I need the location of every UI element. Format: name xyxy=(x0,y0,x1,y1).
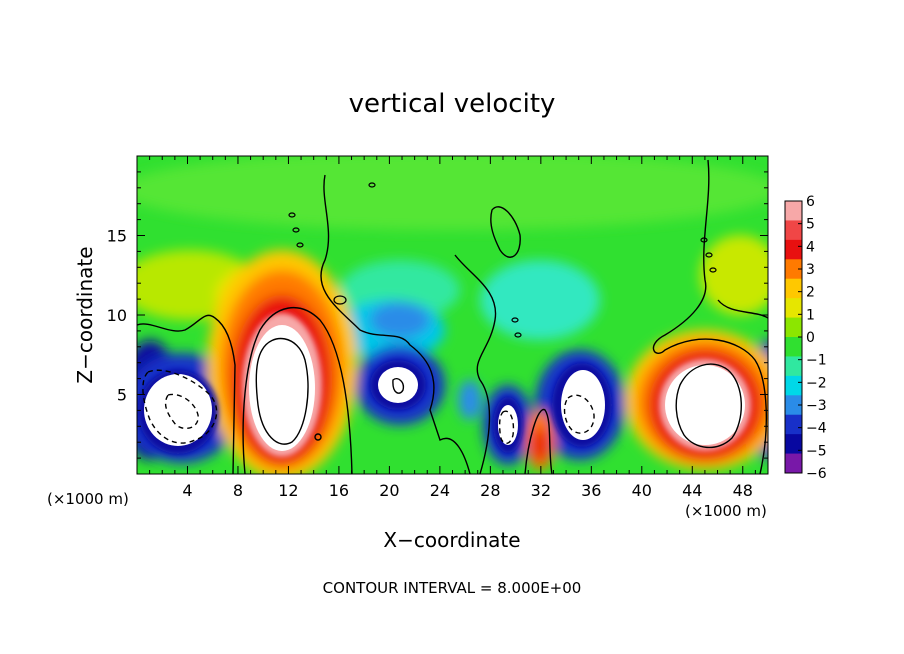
x-tick-label: 8 xyxy=(233,481,243,500)
colorbar-label: 4 xyxy=(806,239,815,255)
colorbar-label: 0 xyxy=(806,330,815,346)
colorbar-swatch xyxy=(785,337,802,357)
contour-lines xyxy=(137,159,768,474)
neg-contour-left xyxy=(142,369,218,444)
colorbar-swatch xyxy=(785,356,802,377)
center-downdraft-white xyxy=(378,367,418,403)
y-tick-label: 10 xyxy=(107,306,127,325)
x-ticks: 4 8 12 16 20 24 28 32 36 40 44 48 xyxy=(149,156,756,500)
contour-interval-note: CONTOUR INTERVAL = 8.000E+00 xyxy=(323,579,582,597)
plot-area xyxy=(137,156,768,474)
zero-contour-mid xyxy=(320,174,471,474)
contour-dot-6 xyxy=(709,267,717,273)
pos-contour-center xyxy=(392,378,405,394)
left-downdraft-white xyxy=(144,374,212,446)
x-tick-label: 4 xyxy=(182,481,192,500)
x-tick-label: 20 xyxy=(379,481,399,500)
x-tick-label: 28 xyxy=(480,481,500,500)
colorbar-label: 5 xyxy=(806,217,815,233)
colorbar-label: −3 xyxy=(806,398,827,414)
contour-dot-9 xyxy=(368,182,376,188)
zero-contour-right-mid xyxy=(454,254,497,474)
right-downdraft-white xyxy=(561,370,605,440)
colorbar-swatch xyxy=(785,201,802,221)
zero-contour-bottom xyxy=(524,409,553,474)
x-tick-label: 44 xyxy=(682,481,702,500)
neg-contour-left-inner xyxy=(164,393,199,430)
contour-dot-5 xyxy=(705,252,713,258)
colorbar: 6 5 4 3 2 1 0 −1 −2 −3 −4 −5 −6 xyxy=(784,194,827,482)
y-ticks: 5 10 15 xyxy=(107,171,768,459)
colorbar-swatch xyxy=(785,278,802,299)
mid-blue-2 xyxy=(370,302,430,338)
contour-dot-3 xyxy=(296,242,304,248)
contour-dot-1 xyxy=(288,212,296,218)
zero-contour-right xyxy=(652,159,767,474)
colorbar-label: −6 xyxy=(806,466,827,482)
contour-dot-8 xyxy=(514,332,522,338)
neg-contour-right xyxy=(563,394,595,434)
small-blue-blob xyxy=(458,380,482,420)
neg-contour-mid xyxy=(498,410,515,444)
left-updraft-white xyxy=(249,325,315,451)
x-tick-label: 40 xyxy=(632,481,652,500)
zero-contour-left-updraft xyxy=(242,306,353,474)
x-tick-label: 12 xyxy=(278,481,298,500)
contour-dot-4 xyxy=(700,237,708,243)
colorbar-swatch xyxy=(785,298,802,319)
x-tick-label: 16 xyxy=(329,481,349,500)
y-axis-label: Z−coordinate xyxy=(73,246,97,383)
contour-dot-10 xyxy=(333,295,347,305)
mid-updraft-red xyxy=(532,427,548,463)
colorbar-swatch xyxy=(785,395,802,416)
x-unit-left: (×1000 m) xyxy=(47,490,129,508)
colorbar-label: 1 xyxy=(806,307,815,323)
y-tick-label: 15 xyxy=(107,227,127,246)
colorbar-label: −5 xyxy=(806,443,827,459)
upper-green-band xyxy=(137,156,768,230)
colorbar-swatch xyxy=(785,259,802,280)
x-tick-label: 24 xyxy=(430,481,450,500)
colorbar-swatch xyxy=(785,434,802,455)
colorbar-label: −1 xyxy=(806,353,827,369)
mid-cyan-2 xyxy=(480,260,600,340)
colorbar-swatch xyxy=(785,317,802,338)
x-tick-label: 36 xyxy=(581,481,601,500)
pos-contour-dot xyxy=(314,433,322,441)
colorbar-label: 2 xyxy=(806,285,815,301)
y-tick-label: 5 xyxy=(117,386,127,405)
colorbar-label: −2 xyxy=(806,375,827,391)
right-updraft-white xyxy=(665,365,745,445)
colorbar-swatch xyxy=(785,239,802,260)
colorbar-label: −4 xyxy=(806,421,827,437)
colorbar-swatch xyxy=(785,414,802,435)
zero-contour-main xyxy=(137,314,236,474)
colorbar-label: 6 xyxy=(806,194,815,210)
colorbar-label: 3 xyxy=(806,262,815,278)
zero-contour-upper-loop xyxy=(490,206,521,258)
zero-contour-right-rim xyxy=(717,299,768,319)
x-axis-label: X−coordinate xyxy=(383,528,520,552)
contour-dot-7 xyxy=(511,317,519,323)
colorbar-swatch xyxy=(785,453,802,474)
x-tick-label: 48 xyxy=(733,481,753,500)
x-unit-right: (×1000 m) xyxy=(685,502,767,520)
x-tick-label: 32 xyxy=(531,481,551,500)
contour-dots xyxy=(288,182,717,338)
colorbar-swatch xyxy=(785,220,802,241)
pos-contour-left xyxy=(255,337,309,445)
field-white-cores xyxy=(144,325,745,451)
right-upper-yellow xyxy=(700,235,768,315)
contour-dot-2 xyxy=(292,227,300,233)
chart-title: vertical velocity xyxy=(349,89,556,119)
colorbar-swatch xyxy=(785,375,802,396)
pos-contour-right xyxy=(675,363,742,449)
